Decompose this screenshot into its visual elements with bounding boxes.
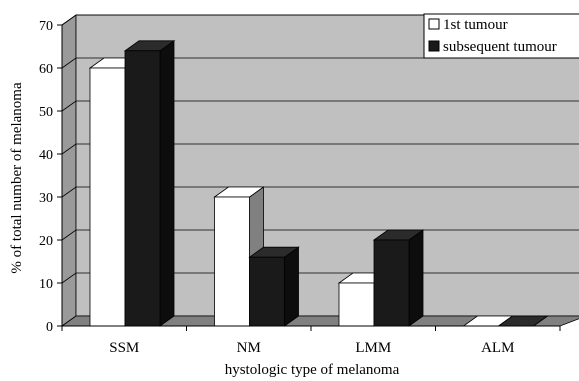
y-tick-label-20: 20 — [39, 234, 53, 249]
y-axis-title: % of total number of melanoma — [9, 82, 25, 274]
bar-front-nm-subsequent-tumour — [249, 256, 285, 327]
x-axis-title: hystologic type of melanoma — [225, 362, 400, 378]
bar-front-nm-1st-tumour — [214, 196, 250, 327]
bar-side-ssm-subsequent-tumour — [159, 40, 175, 327]
bar-front-lmm-subsequent-tumour — [373, 239, 410, 327]
y-tick-label-60: 60 — [39, 62, 53, 77]
bar-front-lmm-1st-tumour — [338, 282, 375, 327]
x-tick-label-nm: NM — [237, 340, 261, 356]
bar-side-nm-subsequent-tumour — [284, 246, 299, 327]
legend-label-1st-tumour: 1st tumour — [443, 17, 508, 33]
x-tick-label-lmm: LMM — [355, 340, 391, 356]
legend-swatch-1st-tumour — [428, 18, 440, 30]
x-tick-label-ssm: SSM — [109, 340, 139, 356]
y-tick-label-30: 30 — [39, 191, 53, 206]
bar-front-ssm-1st-tumour — [89, 67, 126, 327]
bar-lmm-subsequent-tumour — [372, 229, 425, 327]
tick-labels: 0 10 20 30 40 50 60 70 SSM NM LMM ALM — [39, 19, 514, 356]
y-tick-label-70: 70 — [39, 19, 53, 34]
gridline-70 — [61, 14, 579, 26]
legend-swatch-subsequent-tumour — [428, 40, 440, 52]
y-tick-label-40: 40 — [39, 148, 53, 163]
y-tick-label-50: 50 — [39, 105, 53, 120]
x-tick-label-alm: ALM — [481, 340, 514, 356]
gridline-40 — [61, 143, 579, 155]
gridline-30 — [61, 186, 579, 198]
bar-nm-subsequent-tumour — [248, 246, 300, 327]
bar-front-ssm-subsequent-tumour — [124, 50, 161, 327]
side-wall — [61, 14, 77, 327]
axes — [57, 24, 561, 331]
gridline-50 — [61, 100, 579, 112]
bars — [88, 40, 549, 327]
bar-ssm-subsequent-tumour — [123, 40, 176, 327]
legend-label-subsequent-tumour: subsequent tumour — [443, 39, 557, 55]
legend-box — [423, 13, 579, 59]
bar-side-lmm-subsequent-tumour — [408, 229, 424, 327]
y-tick-label-10: 10 — [39, 277, 53, 292]
legend: 1st tumour subsequent tumour — [423, 13, 579, 59]
y-tick-label-0: 0 — [46, 320, 53, 335]
gridline-60 — [61, 57, 579, 69]
